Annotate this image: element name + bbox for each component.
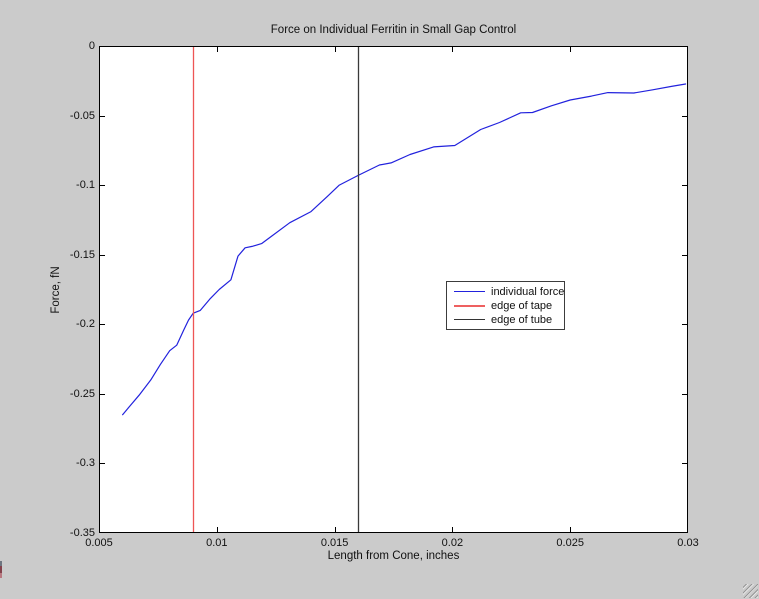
plot-canvas [99,46,688,533]
x-tick-label: 0.02 [441,537,464,549]
y-axis-label: Force, fN [50,266,62,314]
y-tick-label: -0.05 [69,109,95,122]
legend-entry: individual force [447,285,564,298]
x-tick-label: 0.01 [206,537,228,549]
y-tick-label: -0.1 [76,179,95,192]
y-tick-label: -0.25 [69,387,95,400]
axes-box [99,46,688,533]
window-resize-grip-icon[interactable] [743,584,758,598]
legend-line-sample-edge-of-tape [454,304,485,307]
y-tick-label: -0.2 [76,318,95,331]
x-tick-label: 0.005 [85,537,113,549]
x-tick-label: 0.025 [556,537,584,549]
legend-label: edge of tape [491,299,553,312]
y-tick-label: 0 [88,40,95,52]
screen-edge-artifact [0,561,2,578]
legend-entry: edge of tape [447,299,564,312]
x-axis-label: Length from Cone, inches [327,550,460,562]
x-tick-label: 0.015 [320,537,349,549]
y-tick-label: -0.15 [69,248,95,261]
chart-title: Force on Individual Ferritin in Small Ga… [270,24,517,36]
legend-line-sample-edge-of-tube [454,319,485,320]
y-tick-label: -0.35 [69,527,95,539]
y-tick-label: -0.3 [76,457,95,470]
legend[interactable]: individual force edge of tape edge of tu… [446,281,565,330]
series-line-individual-force [122,83,687,416]
legend-label: individual force [491,285,565,298]
legend-line-sample-individual-force [454,291,485,292]
x-tick-label: 0.03 [677,537,699,549]
legend-entry: edge of tube [447,313,564,326]
legend-label: edge of tube [491,313,553,326]
